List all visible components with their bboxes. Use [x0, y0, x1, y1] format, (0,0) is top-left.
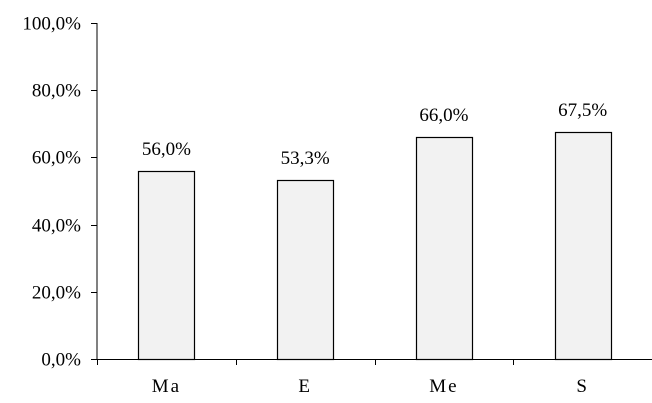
x-tick-label-s: S	[576, 376, 589, 397]
bar-s	[554, 131, 613, 361]
x-axis: Ma E Me S	[97, 359, 652, 397]
y-tick-label: 80,0%	[32, 81, 81, 102]
x-tick-label-me: Me	[429, 376, 458, 397]
x-tick-label-ma: Ma	[152, 376, 181, 397]
bar-series	[137, 131, 613, 361]
y-tick-label: 20,0%	[32, 283, 81, 304]
y-axis: 0,0% 20,0% 40,0% 60,0% 80,0% 100,0%	[22, 14, 98, 371]
data-label-s: 67,5%	[558, 100, 607, 121]
data-label-e: 53,3%	[281, 148, 330, 169]
y-tick-label: 0,0%	[41, 350, 81, 371]
bar-me	[415, 136, 474, 361]
data-labels: 56,0% 53,3% 66,0% 67,5%	[142, 100, 608, 169]
y-tick-label: 40,0%	[32, 216, 81, 237]
bar-e	[276, 179, 335, 361]
y-tick-label: 60,0%	[32, 148, 81, 169]
data-label-me: 66,0%	[419, 105, 468, 126]
data-label-ma: 56,0%	[142, 139, 191, 160]
x-tick-label-e: E	[298, 376, 312, 397]
y-tick-label: 100,0%	[22, 14, 81, 35]
bar-ma	[137, 170, 196, 361]
